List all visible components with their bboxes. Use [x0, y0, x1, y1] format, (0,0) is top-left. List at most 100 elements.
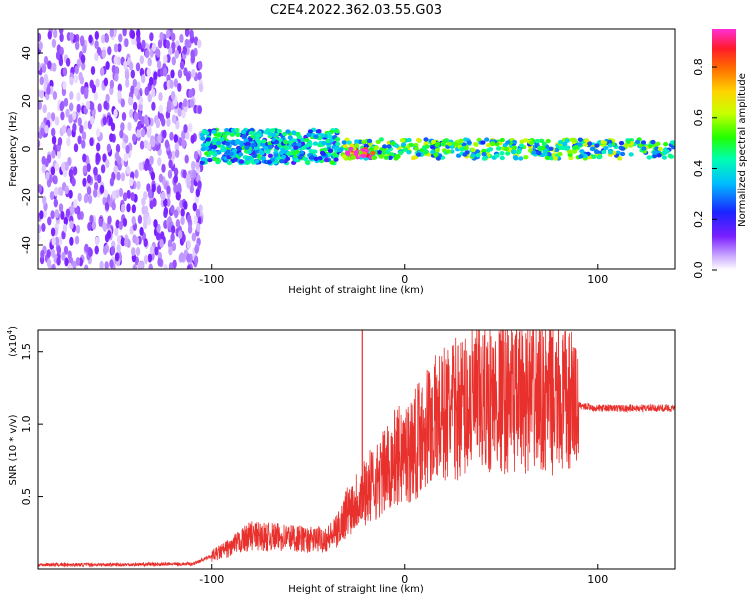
spectrogram-cell	[549, 156, 555, 161]
spectrogram-cell	[542, 152, 548, 157]
spectrogram-cell	[475, 153, 481, 158]
spectrogram-cell	[102, 116, 108, 126]
spectrogram-cell	[49, 191, 55, 201]
spectrogram-cell	[147, 189, 153, 199]
spectrogram-cell	[51, 38, 57, 48]
spectrogram-cell	[267, 144, 273, 150]
spectrogram-cell	[220, 147, 226, 153]
spectrogram-cell	[103, 189, 109, 198]
spectrogram-cell	[187, 224, 193, 234]
spectrogram-cell	[94, 40, 99, 50]
spectrogram-cell	[159, 238, 164, 248]
spectrogram-cell	[143, 255, 149, 264]
spectrogram-cell	[235, 138, 241, 144]
spectrogram-cell	[225, 149, 231, 154]
spectrogram-cell	[130, 85, 135, 95]
spectrogram-cell	[184, 29, 190, 37]
spectrogram-cell	[499, 137, 505, 143]
snr-y-label: SNR (10 * v/v)	[8, 414, 19, 485]
spectrogram-cell	[503, 146, 509, 152]
spectrogram-cell	[66, 137, 71, 147]
spectrogram-cell	[216, 133, 222, 138]
spectrogram-cell	[156, 48, 161, 58]
colorbar-tick-label: 0.4	[692, 160, 705, 178]
spectrogram-cell	[145, 49, 150, 59]
spectrogram-cell	[189, 98, 195, 108]
spectrogram-cell	[119, 129, 124, 139]
spectrogram-cell	[53, 175, 58, 185]
spectrogram-cell	[113, 43, 119, 53]
spectrogram-cell	[258, 149, 264, 155]
spectrogram-cell	[327, 148, 334, 153]
spectrogram-cell	[46, 258, 52, 268]
spectrogram-cell	[557, 151, 563, 157]
spectrogram-cell	[342, 143, 348, 148]
spectrogram-cell	[558, 145, 564, 150]
spectrogram-cell	[169, 131, 174, 141]
spectrogram-cell	[144, 86, 149, 96]
spectrogram-cell	[628, 152, 634, 157]
spectrogram-cell	[329, 160, 335, 165]
spectrogram-cell	[513, 156, 519, 161]
spectrogram-cell	[72, 123, 77, 132]
spectrogram-cell	[122, 217, 128, 227]
spectrogram-cell	[487, 147, 494, 152]
spectrogram-cell	[76, 92, 81, 102]
spectrogram-cell	[192, 202, 197, 212]
spectrogram-cell	[173, 183, 178, 193]
spectrogram-cell	[181, 130, 186, 140]
spectrogram-cell	[229, 132, 235, 137]
spectrogram-cell	[116, 171, 121, 181]
spectrogram-cell	[212, 144, 218, 150]
spectrogram-cell	[446, 149, 452, 154]
spectrogram-cell	[182, 45, 187, 55]
spectrogram-cell	[103, 246, 108, 255]
spectrogram-cell	[335, 137, 341, 142]
spectrogram-cell	[41, 155, 46, 165]
spectrogram-cell	[46, 154, 52, 164]
spectrogram-cell	[184, 38, 189, 48]
spectrogram-cell	[617, 156, 623, 161]
spectrogram-cell	[308, 149, 314, 154]
spectrogram-cell	[61, 124, 67, 134]
spectrogram-cell	[82, 165, 88, 175]
spectrogram-cell	[188, 89, 193, 99]
spectrogram-cell	[136, 128, 141, 138]
spectrogram-cell	[185, 130, 190, 140]
spectrogram-cell	[383, 155, 389, 160]
spectrogram-cell	[89, 137, 94, 147]
spectrogram-cell	[120, 122, 125, 132]
spectrogram-cell	[186, 264, 192, 269]
spectrogram-cell	[79, 35, 85, 45]
spectrogram-cell	[70, 204, 75, 214]
spectrogram-cell	[151, 183, 156, 193]
spectrogram-cell	[377, 150, 383, 155]
spectrogram-cell	[51, 263, 56, 269]
spectrogram-cell	[113, 165, 118, 175]
spectrogram-cell	[149, 245, 155, 255]
spectrogram-cell	[166, 118, 171, 127]
spectrogram-cell	[433, 152, 439, 157]
spectrogram-cell	[410, 155, 417, 161]
spectrogram-cell	[131, 247, 136, 257]
spectrogram-cell	[179, 252, 185, 262]
spectrogram-cell	[179, 60, 185, 70]
spectrogram-cell	[72, 260, 77, 269]
spectrogram-cell	[577, 137, 583, 142]
spectrogram-cell	[114, 252, 120, 262]
spectrogram-cell	[51, 149, 56, 159]
spectrogram-x-tick-label: -100	[199, 273, 224, 286]
spectrogram-cell	[125, 144, 130, 154]
spectrogram-cell	[190, 54, 196, 64]
spectrogram-cell	[348, 146, 354, 152]
spectrogram-cell	[163, 264, 168, 269]
spectrogram-cell	[80, 54, 86, 64]
spectrogram-cell	[171, 150, 176, 160]
spectrogram-cell	[349, 143, 355, 148]
colorbar-tick-label: 0.6	[692, 109, 705, 127]
spectrogram-cell	[545, 138, 551, 144]
spectrogram-cell	[634, 139, 641, 145]
spectrogram-cell	[105, 61, 110, 70]
spectrogram-cell	[279, 159, 285, 164]
spectrogram-cell	[296, 142, 302, 147]
